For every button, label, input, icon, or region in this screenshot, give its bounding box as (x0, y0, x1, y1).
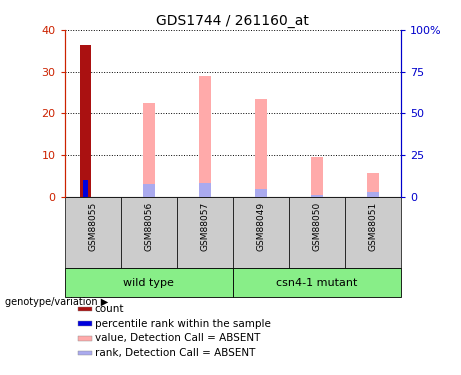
Text: percentile rank within the sample: percentile rank within the sample (95, 319, 271, 329)
Text: csn4-1 mutant: csn4-1 mutant (276, 278, 358, 288)
Text: GSM88051: GSM88051 (368, 202, 378, 251)
Bar (311, 157, 323, 197)
Bar (367, 172, 379, 197)
Title: GDS1744 / 261160_at: GDS1744 / 261160_at (156, 13, 309, 28)
Text: value, Detection Call = ABSENT: value, Detection Call = ABSENT (95, 333, 260, 344)
Bar (345, 197, 401, 268)
Bar (65, 268, 233, 297)
Bar (142, 184, 155, 197)
Bar (83, 180, 89, 197)
Bar (78, 336, 92, 341)
Bar (233, 268, 401, 297)
Text: rank, Detection Call = ABSENT: rank, Detection Call = ABSENT (95, 348, 255, 358)
Text: GSM88057: GSM88057 (200, 202, 209, 251)
Bar (142, 103, 155, 197)
Bar (121, 197, 177, 268)
Bar (233, 197, 289, 268)
Bar (254, 99, 267, 197)
Text: GSM88049: GSM88049 (256, 202, 266, 251)
Text: GSM88050: GSM88050 (313, 202, 321, 251)
Bar (289, 197, 345, 268)
Bar (199, 183, 211, 197)
Bar (78, 321, 92, 326)
Bar (78, 351, 92, 355)
Text: genotype/variation ▶: genotype/variation ▶ (5, 297, 108, 307)
Bar (177, 197, 233, 268)
Bar (78, 307, 92, 311)
Text: GSM88056: GSM88056 (144, 202, 153, 251)
Bar (311, 195, 323, 197)
Bar (81, 45, 90, 197)
Bar (199, 76, 211, 197)
Text: GSM88055: GSM88055 (88, 202, 97, 251)
Text: count: count (95, 304, 124, 314)
Bar (367, 192, 379, 197)
Text: wild type: wild type (123, 278, 174, 288)
Bar (254, 189, 267, 197)
Bar (65, 197, 121, 268)
